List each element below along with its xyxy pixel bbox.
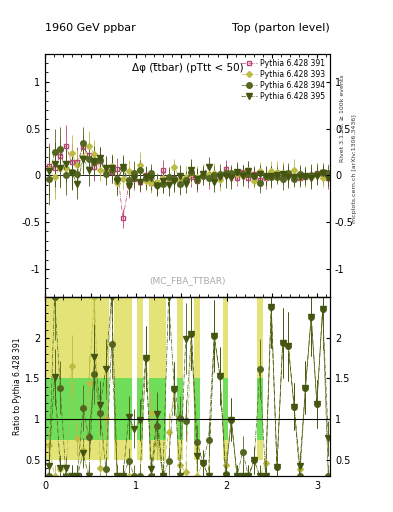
Y-axis label: Ratio to Pythia 6.428 391: Ratio to Pythia 6.428 391 bbox=[13, 338, 22, 435]
Text: (MC_FBA_TTBAR): (MC_FBA_TTBAR) bbox=[149, 276, 226, 285]
Text: mcplots.cern.ch [arXiv:1306.3436]: mcplots.cern.ch [arXiv:1306.3436] bbox=[352, 115, 357, 223]
Text: 1960 GeV ppbar: 1960 GeV ppbar bbox=[45, 23, 136, 33]
Text: Top (parton level): Top (parton level) bbox=[232, 23, 330, 33]
Text: Δφ (t̅tbar) (pTtt < 50): Δφ (t̅tbar) (pTtt < 50) bbox=[132, 63, 244, 74]
Text: Rivet 3.1.10, ≥ 100k events: Rivet 3.1.10, ≥ 100k events bbox=[340, 74, 345, 162]
Legend: Pythia 6.428 391, Pythia 6.428 393, Pythia 6.428 394, Pythia 6.428 395: Pythia 6.428 391, Pythia 6.428 393, Pyth… bbox=[240, 57, 326, 102]
